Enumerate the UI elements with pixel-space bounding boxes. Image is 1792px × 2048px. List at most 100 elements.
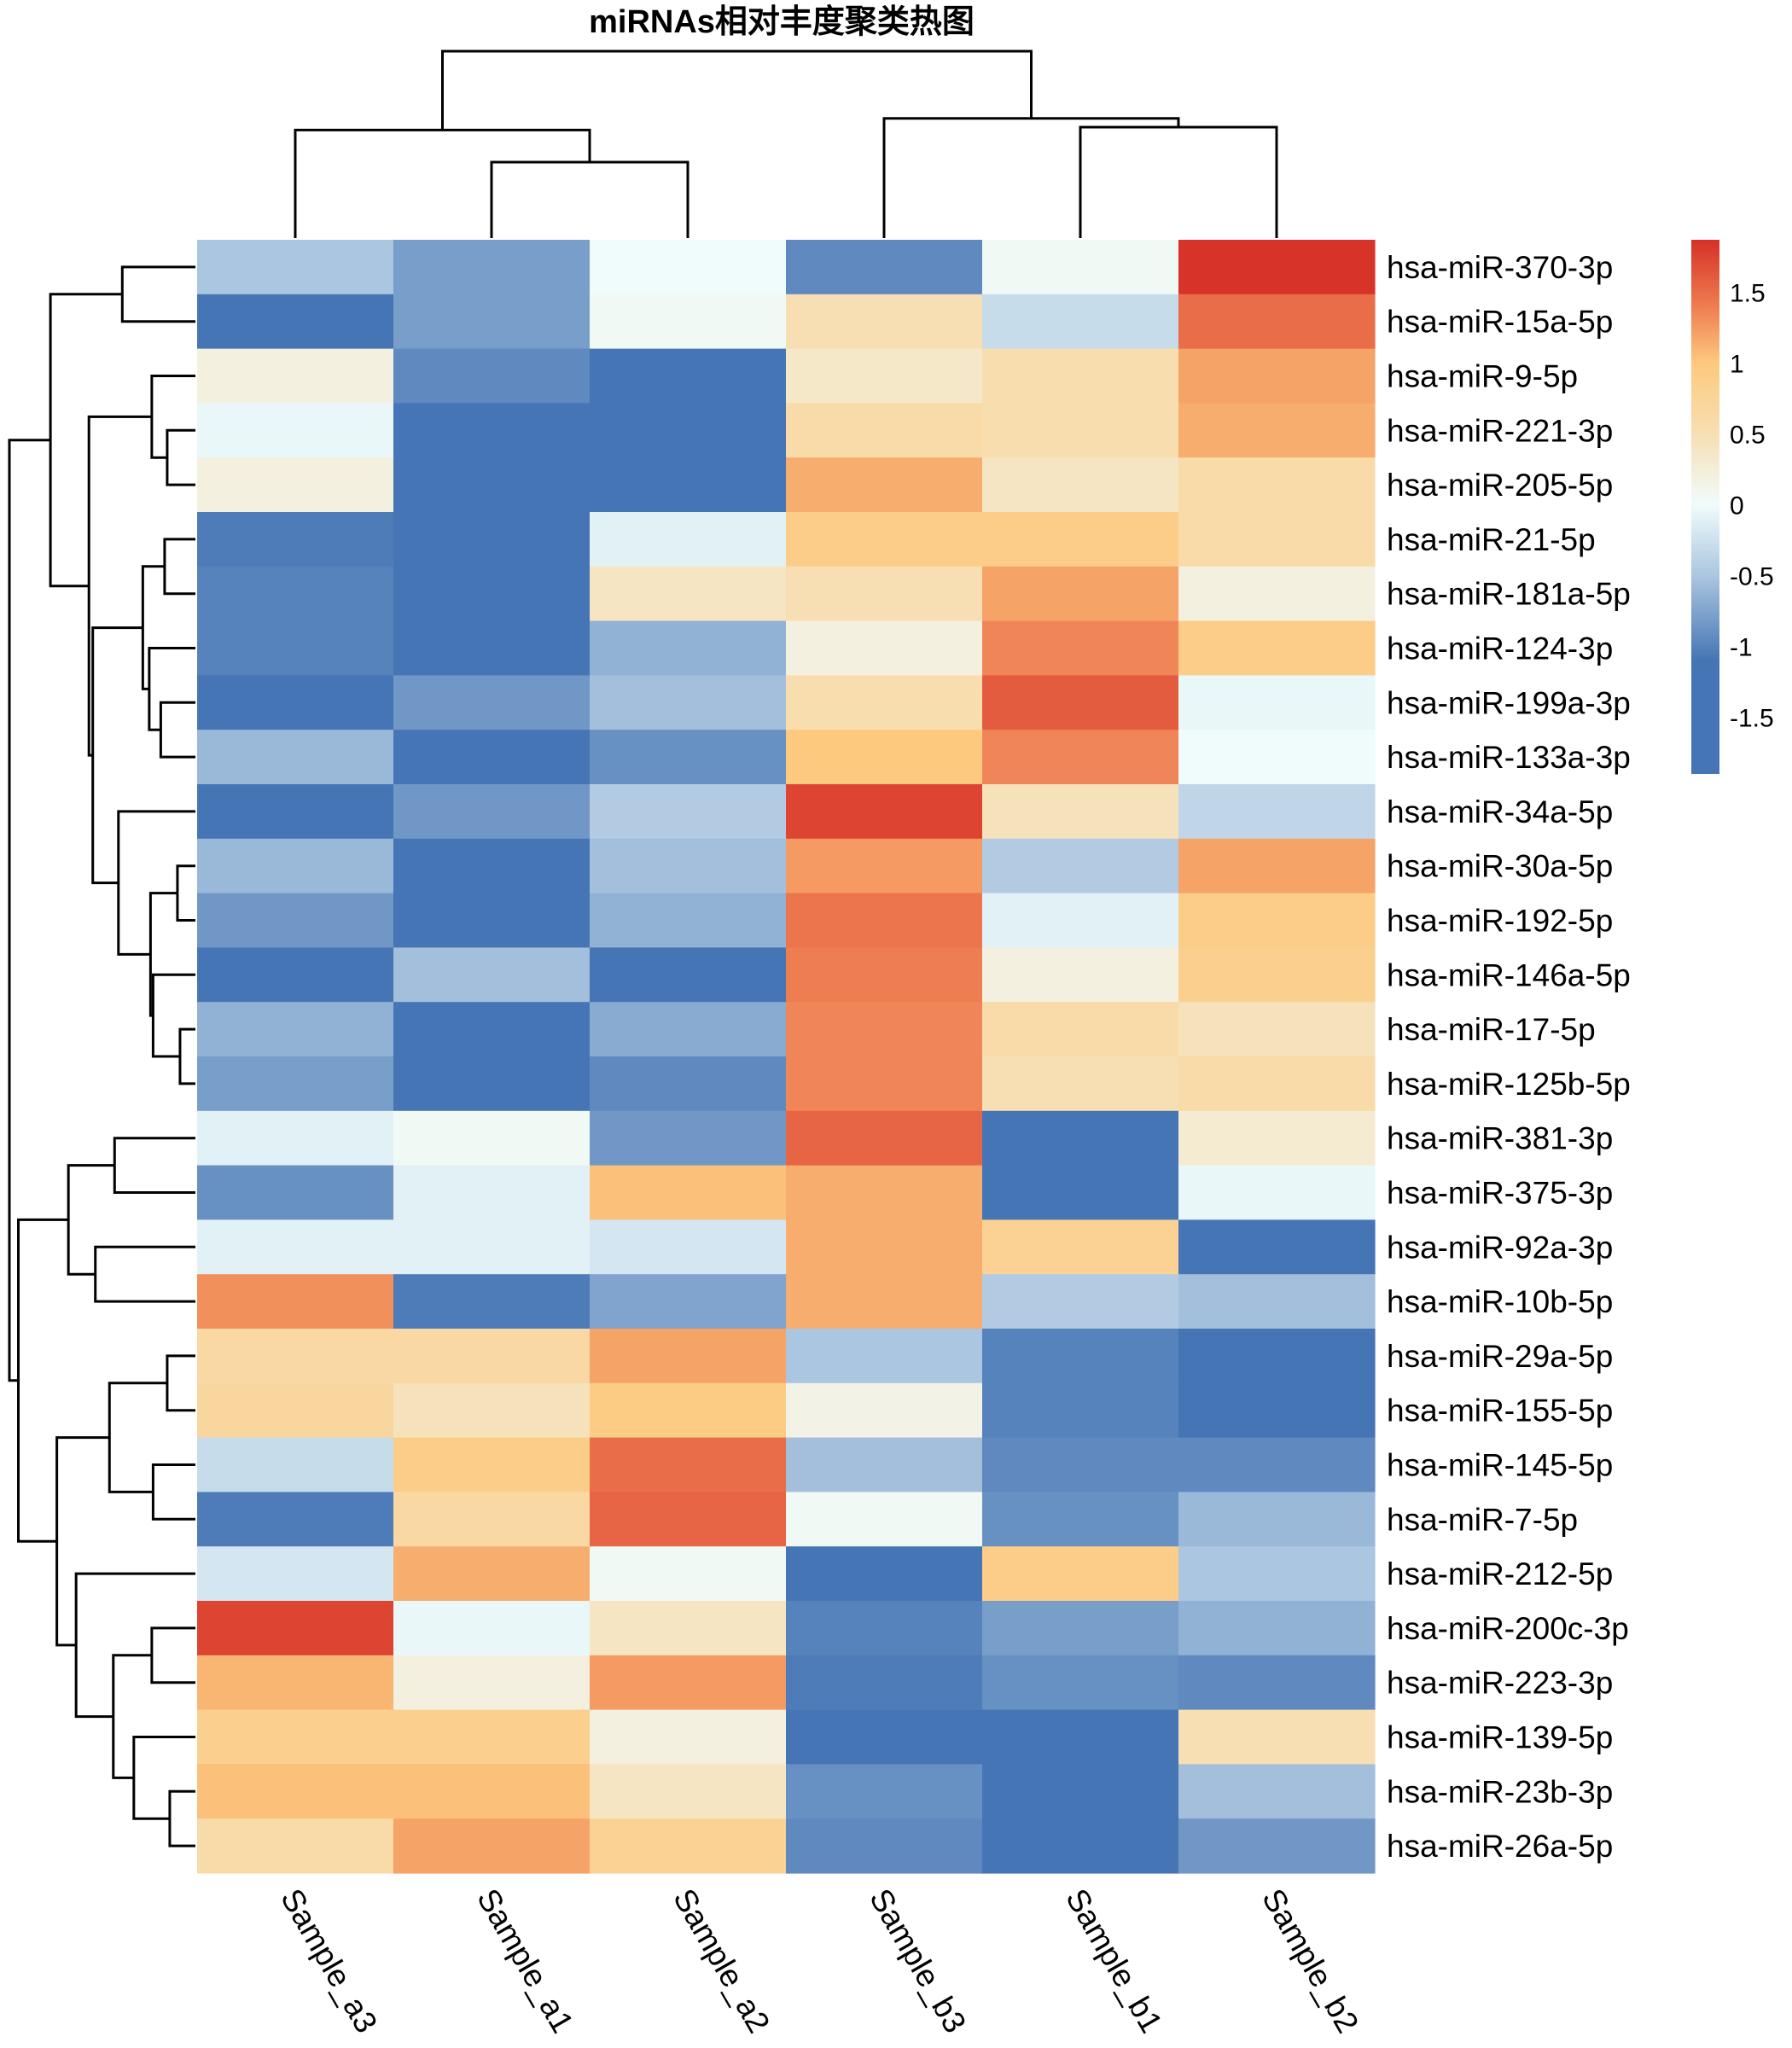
heatmap-cell — [982, 294, 1179, 350]
dendrogram-branch — [490, 160, 689, 238]
heatmap-cell — [786, 1056, 983, 1112]
heatmap-cell — [393, 403, 591, 458]
legend-tick-label: -0.5 — [1730, 563, 1774, 591]
heatmap-cell — [982, 1002, 1179, 1057]
row-label: hsa-miR-9-5p — [1387, 359, 1578, 394]
heatmap-cell — [590, 1492, 787, 1547]
heatmap-cell — [393, 1818, 591, 1874]
row-label: hsa-miR-199a-3p — [1387, 685, 1631, 720]
heatmap-cell — [590, 512, 787, 567]
heatmap-cell — [1178, 403, 1376, 458]
heatmap-cell — [590, 1709, 787, 1765]
row-label: hsa-miR-124-3p — [1387, 631, 1613, 666]
row-label: hsa-miR-26a-5p — [1387, 1829, 1613, 1864]
heatmap-cell — [786, 1492, 983, 1547]
row-label: hsa-miR-212-5p — [1387, 1556, 1613, 1591]
heatmap-cell — [197, 1002, 394, 1057]
heatmap-cell — [590, 1002, 787, 1057]
heatmap-cell — [590, 1818, 787, 1874]
heatmap-cell — [197, 784, 394, 840]
heatmap-cell — [393, 1002, 591, 1057]
heatmap-cell — [982, 1219, 1179, 1275]
column-label: Sample_b1 — [1059, 1883, 1169, 2039]
row-label: hsa-miR-381-3p — [1387, 1121, 1613, 1156]
dendrogram-branch — [166, 1354, 195, 1412]
heatmap-cell — [786, 457, 983, 513]
dendrogram-branch — [74, 1572, 195, 1719]
dendrogram-branch — [67, 1164, 115, 1276]
row-labels: hsa-miR-370-3p hsa-miR-15a-5p hsa-miR-9-5p… — [1387, 250, 1631, 1864]
dendrogram-branch — [151, 973, 195, 1058]
heatmap-cell — [1178, 348, 1376, 404]
heatmap-cell — [590, 1655, 787, 1711]
row-label: hsa-miR-34a-5p — [1387, 794, 1613, 829]
heatmap-cell — [786, 1002, 983, 1057]
dendrogram-branch — [148, 892, 177, 1017]
heatmap-cell — [786, 947, 983, 1003]
heatmap-cell — [786, 893, 983, 948]
dendrogram-branch — [148, 647, 195, 731]
column-label: Sample_b2 — [1255, 1883, 1365, 2039]
column-label: Sample_a3 — [274, 1883, 384, 2039]
heatmap-cell — [393, 1492, 591, 1547]
row-label: hsa-miR-223-3p — [1387, 1666, 1613, 1701]
heatmap-cell — [197, 1492, 394, 1547]
heatmap-cell — [590, 1437, 787, 1492]
heatmap-cell — [1178, 675, 1376, 730]
heatmap-cell — [786, 1818, 983, 1874]
dendrogram-branch — [120, 265, 195, 323]
heatmap-cell — [590, 457, 787, 513]
heatmap-cell — [1178, 457, 1376, 513]
heatmap-cell — [590, 294, 787, 350]
heatmap-cell — [393, 1165, 591, 1220]
heatmap-cell — [393, 730, 591, 785]
heatmap-cell — [590, 1329, 787, 1384]
dendrogram-branch — [8, 439, 51, 1382]
heatmap-cell — [982, 620, 1179, 676]
heatmap-cell — [1178, 620, 1376, 676]
heatmap-cell — [590, 1110, 787, 1167]
heatmap-cell — [786, 838, 983, 894]
heatmap-cell — [982, 784, 1179, 840]
heatmap-cell — [197, 1546, 394, 1602]
heatmap-cell — [393, 1655, 591, 1711]
row-label: hsa-miR-21-5p — [1387, 522, 1596, 557]
heatmap-cell — [197, 838, 394, 894]
heatmap-cell — [393, 1110, 591, 1167]
dendrogram-branch — [168, 1789, 195, 1847]
dendrogram-branch — [441, 49, 1033, 131]
heatmap-cell — [1178, 294, 1376, 350]
heatmap-cell — [393, 675, 591, 730]
heatmap-cell — [786, 1165, 983, 1220]
heatmap-cell — [393, 893, 591, 948]
heatmap-cell — [393, 1709, 591, 1765]
heatmap-cell — [197, 294, 394, 350]
heatmap-cell — [197, 1764, 394, 1819]
heatmap-cell — [590, 838, 787, 894]
dendrogram-branch — [112, 1654, 152, 1779]
dendrogram-branch — [294, 128, 591, 238]
heatmap-cell — [1178, 1764, 1376, 1819]
heatmap-cell — [1178, 1818, 1376, 1874]
heatmap-cell — [197, 457, 394, 513]
heatmap-cell — [982, 947, 1179, 1003]
heatmap-cell — [982, 1601, 1179, 1656]
heatmap-cell — [982, 348, 1179, 404]
heatmap-cell — [1178, 1546, 1376, 1602]
heatmap-cell — [786, 403, 983, 458]
dendrogram-branch — [163, 538, 195, 596]
heatmap-cell — [786, 294, 983, 350]
heatmap-cell — [786, 512, 983, 567]
column-label: Sample_a2 — [666, 1883, 777, 2039]
heatmap-cell — [786, 1437, 983, 1492]
heatmap-cell — [786, 675, 983, 730]
heatmap-cell — [393, 512, 591, 567]
row-label: hsa-miR-125b-5p — [1387, 1067, 1631, 1102]
heatmap-cell — [590, 947, 787, 1003]
heatmap-cell — [393, 838, 591, 894]
heatmap-cell — [590, 240, 787, 295]
heatmap-cell — [1178, 1110, 1376, 1167]
heatmap-cell — [982, 1056, 1179, 1112]
column-label: Sample_b3 — [863, 1883, 973, 2039]
heatmap-cell — [1178, 1437, 1376, 1492]
